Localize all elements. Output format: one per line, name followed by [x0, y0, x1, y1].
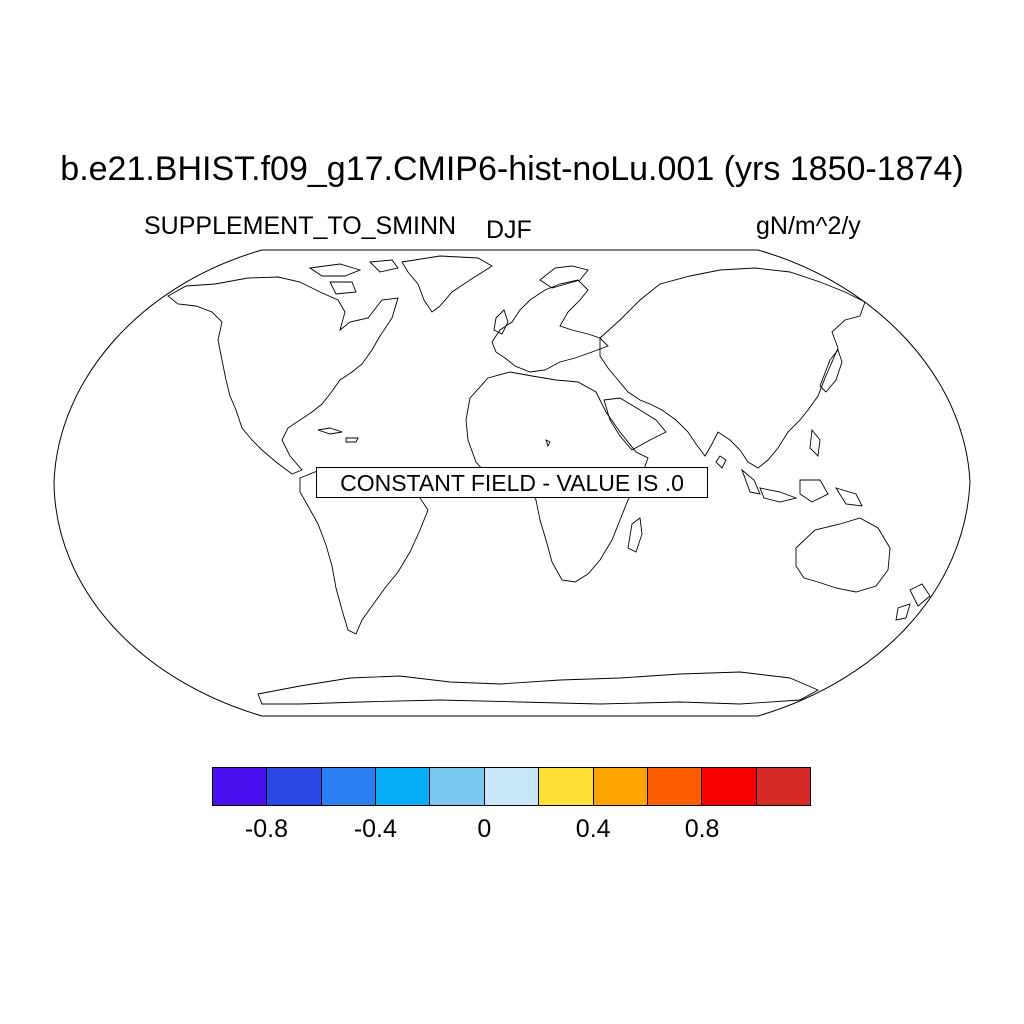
colorbar-cell — [756, 768, 810, 805]
colorbar-cell — [539, 768, 594, 805]
coastline-australia — [795, 517, 891, 593]
colorbar-cell — [376, 768, 431, 805]
coastline-antarctica — [257, 671, 820, 705]
colorbar-tick-label: 0.4 — [575, 815, 611, 843]
coastline-new-zealand — [895, 583, 931, 621]
colorbar-tick-label: 0.8 — [684, 815, 720, 843]
coastline-north-america — [167, 276, 399, 475]
colorbar-tick-label: -0.4 — [353, 815, 397, 843]
colorbar-tick-label: 0 — [477, 815, 492, 843]
coastline-caribbean — [317, 427, 359, 443]
coastline-madagascar — [627, 517, 643, 553]
colorbar-cell — [484, 768, 540, 805]
coastline-small-islands — [545, 439, 727, 469]
colorbar-cell — [702, 768, 757, 805]
coastline-uk — [493, 309, 509, 335]
coastline-arabia — [603, 397, 667, 451]
colorbar-cell — [213, 768, 268, 805]
coastline-greenland — [401, 255, 493, 313]
colorbar-cell — [647, 768, 703, 805]
map-boundary — [53, 249, 971, 717]
colorbar-cell — [430, 768, 485, 805]
season-label: DJF — [486, 216, 532, 244]
coastline-arctic-islands — [308, 259, 399, 295]
colorbar-cell — [267, 768, 322, 805]
colorbar-cell — [321, 768, 377, 805]
coastline-indonesia — [741, 468, 863, 507]
units-label: gN/m^2/y — [756, 212, 861, 240]
variable-label: SUPPLEMENT_TO_SMINN — [144, 212, 457, 240]
constant-field-note: CONSTANT FIELD - VALUE IS .0 — [316, 467, 708, 498]
coastline-asia — [599, 267, 866, 469]
colorbar-tick-label: -0.8 — [244, 815, 288, 843]
coastline-japan — [819, 349, 843, 393]
colorbar-cell — [593, 768, 648, 805]
chart-title: b.e21.BHIST.f09_g17.CMIP6-hist-noLu.001 … — [60, 150, 964, 188]
colorbar — [212, 767, 811, 806]
coastline-scandinavia — [539, 265, 589, 289]
coastline-philippines — [809, 428, 821, 457]
coastline-europe — [491, 279, 609, 373]
